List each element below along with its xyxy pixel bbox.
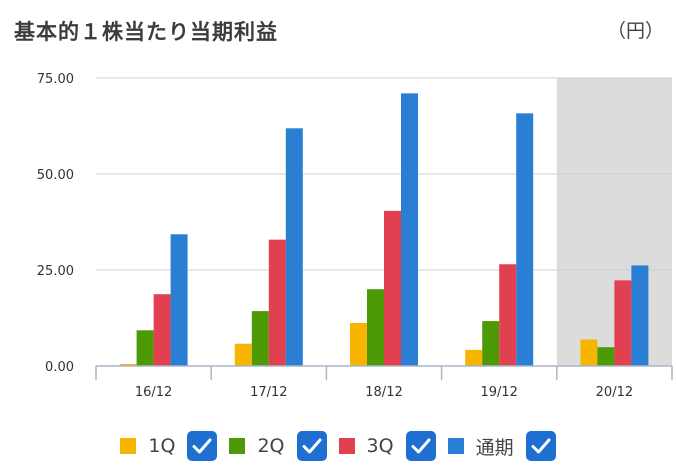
x-tick-label: 16/12 bbox=[135, 385, 172, 400]
legend-item: 2Q bbox=[229, 431, 327, 461]
check-icon bbox=[531, 438, 551, 454]
x-tick-label: 17/12 bbox=[250, 385, 287, 400]
legend: 1Q 2Q 3Q 通期 bbox=[0, 428, 676, 464]
legend-checkbox[interactable] bbox=[405, 431, 436, 461]
x-tick-label: 18/12 bbox=[365, 385, 402, 400]
y-tick-label: 50.00 bbox=[37, 168, 74, 183]
bar-20-12-通期 bbox=[631, 265, 649, 366]
bar-20-12-2Q bbox=[597, 347, 615, 366]
unit-label: （円） bbox=[606, 20, 664, 42]
legend-swatch bbox=[229, 438, 246, 454]
bar-19-12-2Q bbox=[482, 321, 500, 366]
check-icon bbox=[192, 438, 212, 454]
legend-swatch bbox=[120, 438, 137, 454]
bar-17-12-2Q bbox=[251, 311, 269, 366]
legend-swatch bbox=[338, 438, 355, 454]
bar-19-12-通期 bbox=[516, 113, 534, 366]
x-tick-label: 19/12 bbox=[480, 385, 517, 400]
x-tick-label: 20/12 bbox=[596, 385, 633, 400]
chart-title: 基本的１株当たり当期利益 bbox=[14, 20, 278, 44]
check-icon bbox=[411, 438, 431, 454]
bar-16-12-1Q bbox=[119, 364, 137, 366]
legend-label: 2Q bbox=[257, 435, 285, 457]
legend-checkbox[interactable] bbox=[187, 431, 218, 461]
bar-17-12-通期 bbox=[285, 128, 303, 366]
y-tick-label: 25.00 bbox=[37, 264, 74, 279]
bar-18-12-2Q bbox=[367, 289, 384, 366]
legend-item: 3Q bbox=[338, 431, 436, 461]
bar-17-12-3Q bbox=[268, 239, 286, 366]
bar-19-12-3Q bbox=[499, 264, 517, 366]
bar-20-12-1Q bbox=[580, 339, 598, 366]
bar-20-12-3Q bbox=[614, 280, 632, 366]
bar-16-12-通期 bbox=[170, 234, 188, 366]
bar-19-12-1Q bbox=[465, 349, 483, 366]
legend-swatch bbox=[447, 438, 464, 454]
bar-16-12-3Q bbox=[153, 294, 171, 366]
legend-item: 1Q bbox=[120, 431, 218, 461]
legend-checkbox[interactable] bbox=[296, 431, 327, 461]
check-icon bbox=[302, 438, 322, 454]
bar-16-12-2Q bbox=[136, 330, 154, 366]
legend-label: 1Q bbox=[148, 435, 176, 457]
y-tick-label: 0.00 bbox=[45, 360, 74, 375]
bar-18-12-1Q bbox=[350, 322, 367, 366]
bar-chart: 0.00 25.00 50.00 75.00 16/12 17/12 18/12 19/12… bbox=[37, 72, 673, 400]
bar-17-12-1Q bbox=[234, 343, 252, 366]
legend-item: 通期 bbox=[447, 431, 556, 461]
legend-label: 3Q bbox=[366, 435, 394, 457]
legend-label: 通期 bbox=[475, 436, 514, 459]
bar-18-12-通期 bbox=[401, 93, 418, 367]
y-tick-label: 75.00 bbox=[37, 72, 74, 87]
legend-checkbox[interactable] bbox=[525, 431, 556, 461]
bar-18-12-3Q bbox=[384, 210, 401, 366]
